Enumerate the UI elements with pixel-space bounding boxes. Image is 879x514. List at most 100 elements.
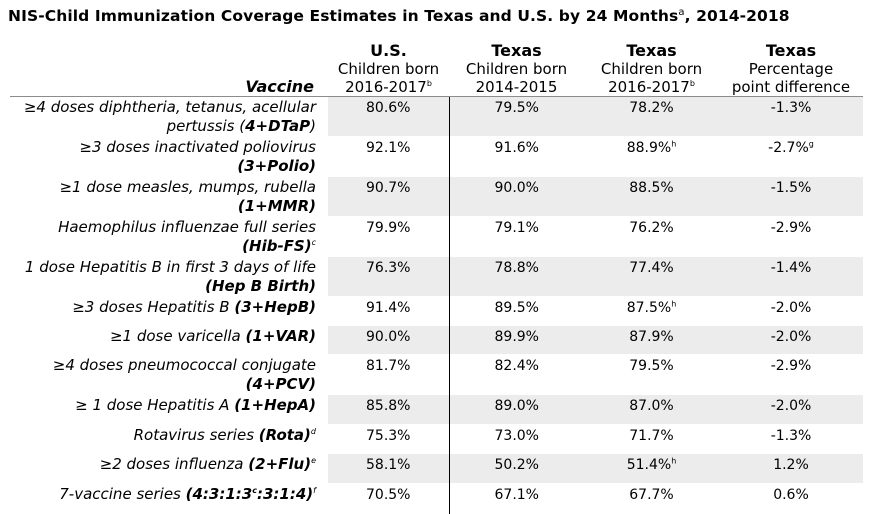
vaccine-abbreviation: (1+VAR) [245,326,316,345]
table-row: ≥1 dose measles, mumps, rubella (1+MMR) 9… [10,176,863,216]
difference-value-cell: -2.0% [719,394,863,424]
texas-2016-value-cell: 71.7% [629,427,674,444]
us-value-cell: 75.3% [328,424,450,453]
texas-2014-column-header: Texas Children born 2014-2015 [449,38,584,97]
footnote-marker: f [313,485,316,495]
texas-2016-value-cell: 87.5%h [626,298,677,316]
texas-2014-value-cell: 50.2% [449,453,584,483]
vaccine-name-cell: ≥1 dose varicella (1+VAR) [109,326,316,345]
table-row: ≥4 doses diphtheria, tetanus, acellular … [10,96,863,136]
difference-value-cell: -1.3% [770,427,812,444]
table-row: ≥2 doses influenza (2+Flu)e 58.1% 50.2% 51.… [10,453,863,483]
difference-value-cell: 0.6% [773,486,809,503]
texas-2014-value-cell: 82.4% [494,357,539,374]
vaccine-abbreviation: (4+PCV) [245,374,316,393]
vaccine-abbreviation: (3+HepB) [234,297,316,316]
vaccine-abbreviation: (Rota) [258,425,311,444]
texas-2014-value-cell: 89.9% [449,325,584,354]
us-value-cell: 80.6% [328,96,450,136]
texas-2016-value-cell: 87.0% [584,394,719,424]
difference-value-cell: -1.5% [719,176,863,216]
us-value-cell: 92.1% [328,136,450,176]
us-value-cell: 81.7% [328,354,450,394]
vaccine-name-cell: ≥4 doses diphtheria, tetanus, acellular … [23,97,316,135]
table-row: ≥3 doses inactivated poliovirus (3+Polio… [10,136,863,176]
vaccine-name-cell: Haemophilus influenzae full series (Hib-… [58,217,316,255]
vaccine-name-cell: ≥3 doses Hepatitis B (3+HepB) [72,297,316,316]
us-value-cell: 70.5% [328,483,450,513]
footnote-marker: h [671,138,677,148]
vaccine-name-cell: ≥2 doses influenza (2+Flu)e [99,454,316,473]
us-value-cell: 76.3% [328,256,450,296]
texas-2014-value-cell: 90.0% [449,176,584,216]
table-row: Rotavirus series (Rota)d 75.3% 73.0% 71.7% -… [10,424,863,453]
difference-value-cell: -2.9% [770,357,812,374]
difference-value-cell: -2.7%g [768,138,814,156]
texas-2014-value-cell: 73.0% [494,427,539,444]
texas-2016-value-cell: 67.7% [629,486,674,503]
table-row: ≥ 1 dose Hepatitis A (1+HepA) 85.8% 89.0% 8… [10,394,863,424]
vaccine-abbreviation: (1+MMR) [237,196,316,215]
difference-value-cell: -2.9% [770,219,812,236]
difference-value-cell: -1.3% [719,96,863,136]
table-row: ≥3 doses Hepatitis B (3+HepB) 91.4% 89.5% 8… [10,296,863,325]
header-row: Vaccine U.S. Children born 2016-2017b Te… [10,38,863,97]
texas-2016-value-cell: 88.5% [584,176,719,216]
vaccine-abbreviation: 4+DTaP [245,116,311,135]
vaccine-name-cell: Rotavirus series (Rota)d [133,425,316,444]
texas-2016-value-cell: 51.4%h [584,453,719,483]
us-value-cell: 90.0% [328,325,450,354]
vaccine-name-cell: 1 dose Hepatitis B in first 3 days of li… [24,257,316,295]
texas-2014-value-cell: 79.1% [494,219,539,236]
difference-column-header: Texas Percentage point difference [719,38,863,97]
table-row: Haemophilus influenzae full series (Hib-… [10,216,863,256]
table-title: NIS-Child Immunization Coverage Estimate… [8,6,790,25]
us-column-header: U.S. Children born 2016-2017b [328,38,449,97]
vaccine-abbreviation: (1+HepA) [234,395,316,414]
table-row: 7-vaccine series (4:3:1:3c:3:1:4)f 70.5% 6… [10,483,863,513]
vaccine-name-cell: 7-vaccine series (4:3:1:3c:3:1:4)f [59,484,316,503]
vaccine-abbreviation: (Hep B Birth) [205,276,316,295]
footnote-marker: d [310,426,316,436]
footnote-marker: g [808,138,814,148]
vaccine-column-header: Vaccine [10,38,328,97]
footnote-marker: c [311,237,316,247]
us-value-cell: 85.8% [328,394,450,424]
table-row: 1 dose Hepatitis B in first 3 days of li… [10,256,863,296]
vaccine-abbreviation: (4:3:1:3c:3:1:4) [185,484,314,503]
us-value-cell: 79.9% [328,216,450,256]
difference-value-cell: -1.4% [719,256,863,296]
texas-2014-value-cell: 91.6% [494,139,539,156]
texas-2016-column-header: Texas Children born 2016-2017b [584,38,719,97]
coverage-table: Vaccine U.S. Children born 2016-2017b Te… [10,38,863,514]
table-row: ≥1 dose varicella (1+VAR) 90.0% 89.9% 87.9%… [10,325,863,354]
title-footnote-marker: a [678,6,685,18]
texas-2014-value-cell: 89.5% [494,299,539,316]
texas-2016-value-cell: 79.5% [629,357,674,374]
texas-2016-value-cell: 78.2% [584,96,719,136]
texas-2014-value-cell: 67.1% [494,486,539,503]
difference-value-cell: 1.2% [719,453,863,483]
vaccine-abbreviation: (2+Flu) [248,454,312,473]
vaccine-abbreviation: (Hib-FS) [242,236,312,255]
texas-2016-value-cell: 87.9% [584,325,719,354]
texas-2016-value-cell: 88.9%h [626,138,677,156]
texas-2016-value-cell: 77.4% [584,256,719,296]
texas-2014-value-cell: 78.8% [449,256,584,296]
difference-value-cell: -2.0% [719,325,863,354]
vaccine-name-cell: ≥4 doses pneumococcal conjugate (4+PCV) [52,355,316,393]
us-value-cell: 58.1% [328,453,450,483]
footnote-marker: h [671,298,677,308]
texas-2016-value-cell: 76.2% [629,219,674,236]
vaccine-name-cell: ≥ 1 dose Hepatitis A (1+HepA) [75,395,316,414]
vaccine-name-cell: ≥1 dose measles, mumps, rubella (1+MMR) [59,177,316,215]
us-value-cell: 91.4% [328,296,450,325]
footnote-marker: e [311,455,316,465]
footnote-marker: h [671,455,677,465]
vaccine-name-cell: ≥3 doses inactivated poliovirus (3+Polio… [79,137,316,175]
table-body: ≥4 doses diphtheria, tetanus, acellular … [10,96,863,513]
us-value-cell: 90.7% [328,176,450,216]
difference-value-cell: -2.0% [770,299,812,316]
texas-2014-value-cell: 79.5% [449,96,584,136]
table-row: ≥4 doses pneumococcal conjugate (4+PCV) 8… [10,354,863,394]
